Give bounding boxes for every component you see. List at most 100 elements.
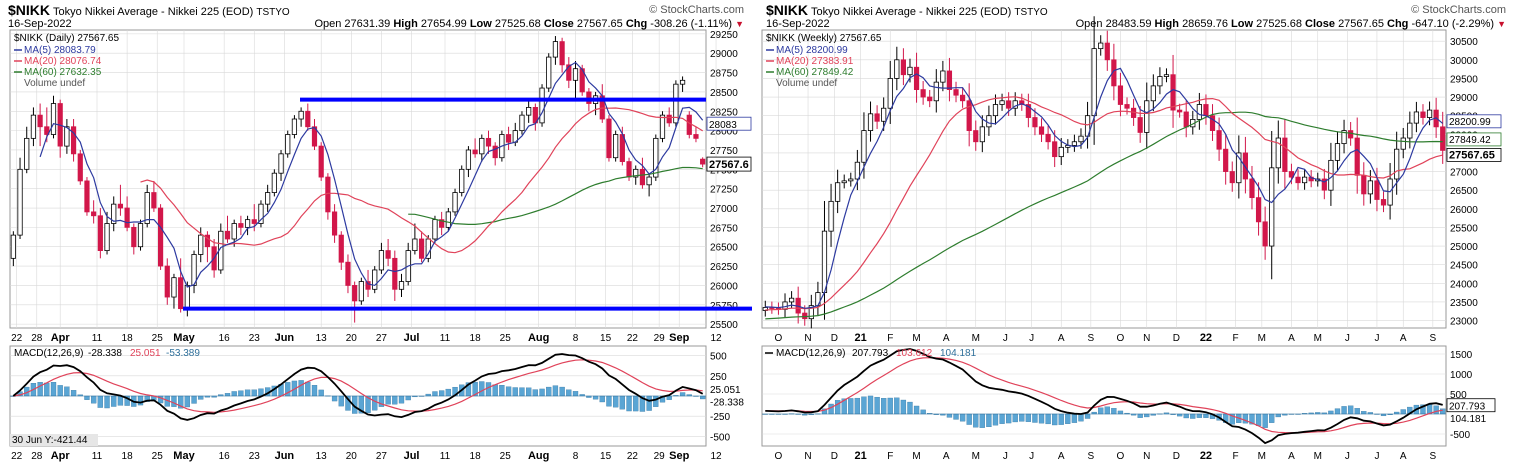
candle (1098, 42, 1104, 50)
candle (572, 68, 579, 81)
x-tick-label: A (1288, 333, 1295, 344)
candle (151, 192, 157, 209)
macd-histogram-bar (867, 395, 874, 415)
candle (1255, 197, 1262, 223)
macd-histogram-bar (184, 395, 190, 408)
macd-histogram-bar (331, 395, 338, 402)
macd-histogram-bar (1354, 408, 1360, 415)
macd-histogram-bar (1084, 413, 1091, 419)
high-value: 28659.76 (1182, 18, 1228, 30)
close-last-value-box (706, 156, 752, 172)
open-value: 27631.39 (344, 18, 391, 30)
macd-histogram-bar (907, 401, 913, 415)
macd-histogram-bar (1269, 413, 1275, 423)
ma20-line (140, 107, 704, 254)
macd-x-tick-label: May (173, 450, 195, 462)
macd-x-tick-label: 8 (573, 451, 579, 462)
macd-histogram-bar (171, 395, 177, 407)
macd-histogram-bar (646, 395, 652, 411)
macd-signal-line (765, 357, 1443, 434)
candle (505, 134, 512, 143)
macd-histogram-bar (191, 395, 197, 404)
macd-histogram-bar (992, 413, 999, 426)
candle (1262, 221, 1268, 247)
x-tick-label: O (775, 333, 783, 344)
macd-histogram-bar (198, 395, 204, 400)
brand-label: © StockCharts.com (1411, 4, 1506, 16)
candle (626, 161, 632, 178)
x-tick-label: 15 (600, 333, 612, 344)
x-tick-label: D (831, 333, 838, 344)
candle (278, 153, 284, 174)
candle (1282, 137, 1288, 172)
macd-x-tick-label: Aug (528, 450, 549, 462)
x-tick-label: N (804, 333, 811, 344)
candle (907, 66, 913, 76)
macd-histogram-bar (619, 395, 625, 410)
brand-label: © StockCharts.com (649, 4, 744, 16)
close-value: 27567.65 (576, 18, 623, 30)
candle (305, 110, 311, 128)
weekly-chart-svg: 23000 23500 24000 24500 25000 25500 26000 26500… (761, 16, 1502, 462)
candle (940, 70, 946, 83)
y-tick-label: 26000 (710, 281, 738, 292)
legend-main: $NIKK (Daily) 27567.65 (14, 33, 119, 44)
y-tick-label: 25750 (710, 301, 738, 312)
candle (1229, 171, 1235, 184)
candle (311, 126, 318, 147)
macd-x-tick-label: J (1374, 451, 1379, 462)
x-tick-label: F (1232, 333, 1238, 344)
macd-histogram-bar (372, 395, 378, 411)
macd-x-tick-label: 11 (92, 451, 103, 462)
macd-x-tick-label: 18 (470, 451, 482, 462)
macd-histogram-bar (50, 382, 57, 397)
macd-legend-label: MACD(12,26,9) (776, 348, 845, 359)
macd-x-tick-label: M (912, 451, 920, 462)
candle (1150, 85, 1156, 102)
macd-histogram-bar (37, 382, 43, 397)
candle (30, 114, 37, 139)
x-tick-label: 20 (346, 333, 358, 344)
macd-histogram-bar (57, 385, 63, 397)
candle (808, 305, 814, 320)
candle (385, 250, 391, 259)
candle (365, 281, 371, 290)
ma5-line (765, 67, 1444, 309)
macd-x-tick-label: 20 (346, 451, 358, 462)
x-tick-label: 29 (654, 333, 666, 344)
ohlc-summary: Open 27631.39 High 27654.99 Low 27525.68… (314, 18, 744, 30)
legend-ma5: MA(5) 28200.99 (776, 45, 848, 56)
macd-right-label: 207.793 (1449, 402, 1486, 413)
macd-histogram-bar (986, 413, 992, 428)
last-value-box (1446, 114, 1502, 129)
macd-histogram-bar (1341, 406, 1347, 415)
candle (700, 158, 706, 165)
x-tick-label: Aug (528, 332, 549, 344)
candle (318, 145, 324, 178)
macd-histogram-bar (848, 398, 854, 415)
macd-histogram-bar (1433, 405, 1439, 415)
candle (285, 134, 291, 155)
candle (137, 223, 144, 248)
candle (927, 96, 933, 102)
macd-histogram-bar (1262, 413, 1268, 428)
y-tick-label: 26250 (710, 262, 738, 273)
macd-x-tick-label: 28 (31, 451, 43, 462)
candle (1341, 130, 1347, 145)
candle (874, 113, 880, 122)
x-tick-label: Jul (404, 332, 420, 344)
macd-hist-value: -53.389 (166, 348, 200, 359)
y-tick-label: 29500 (1450, 74, 1478, 85)
macd-histogram-bar (231, 391, 237, 397)
candle (1091, 48, 1097, 117)
candle (559, 41, 565, 66)
macd-histogram-bar (492, 384, 498, 397)
macd-histogram-bar (439, 390, 445, 397)
candle (1400, 137, 1406, 150)
macd-histogram-bar (104, 395, 110, 409)
candle (191, 254, 197, 286)
macd-histogram-bar (338, 395, 344, 407)
y-tick-label: 28250 (710, 107, 738, 118)
candle (1348, 130, 1354, 139)
low-value: 27525.68 (1256, 18, 1302, 30)
